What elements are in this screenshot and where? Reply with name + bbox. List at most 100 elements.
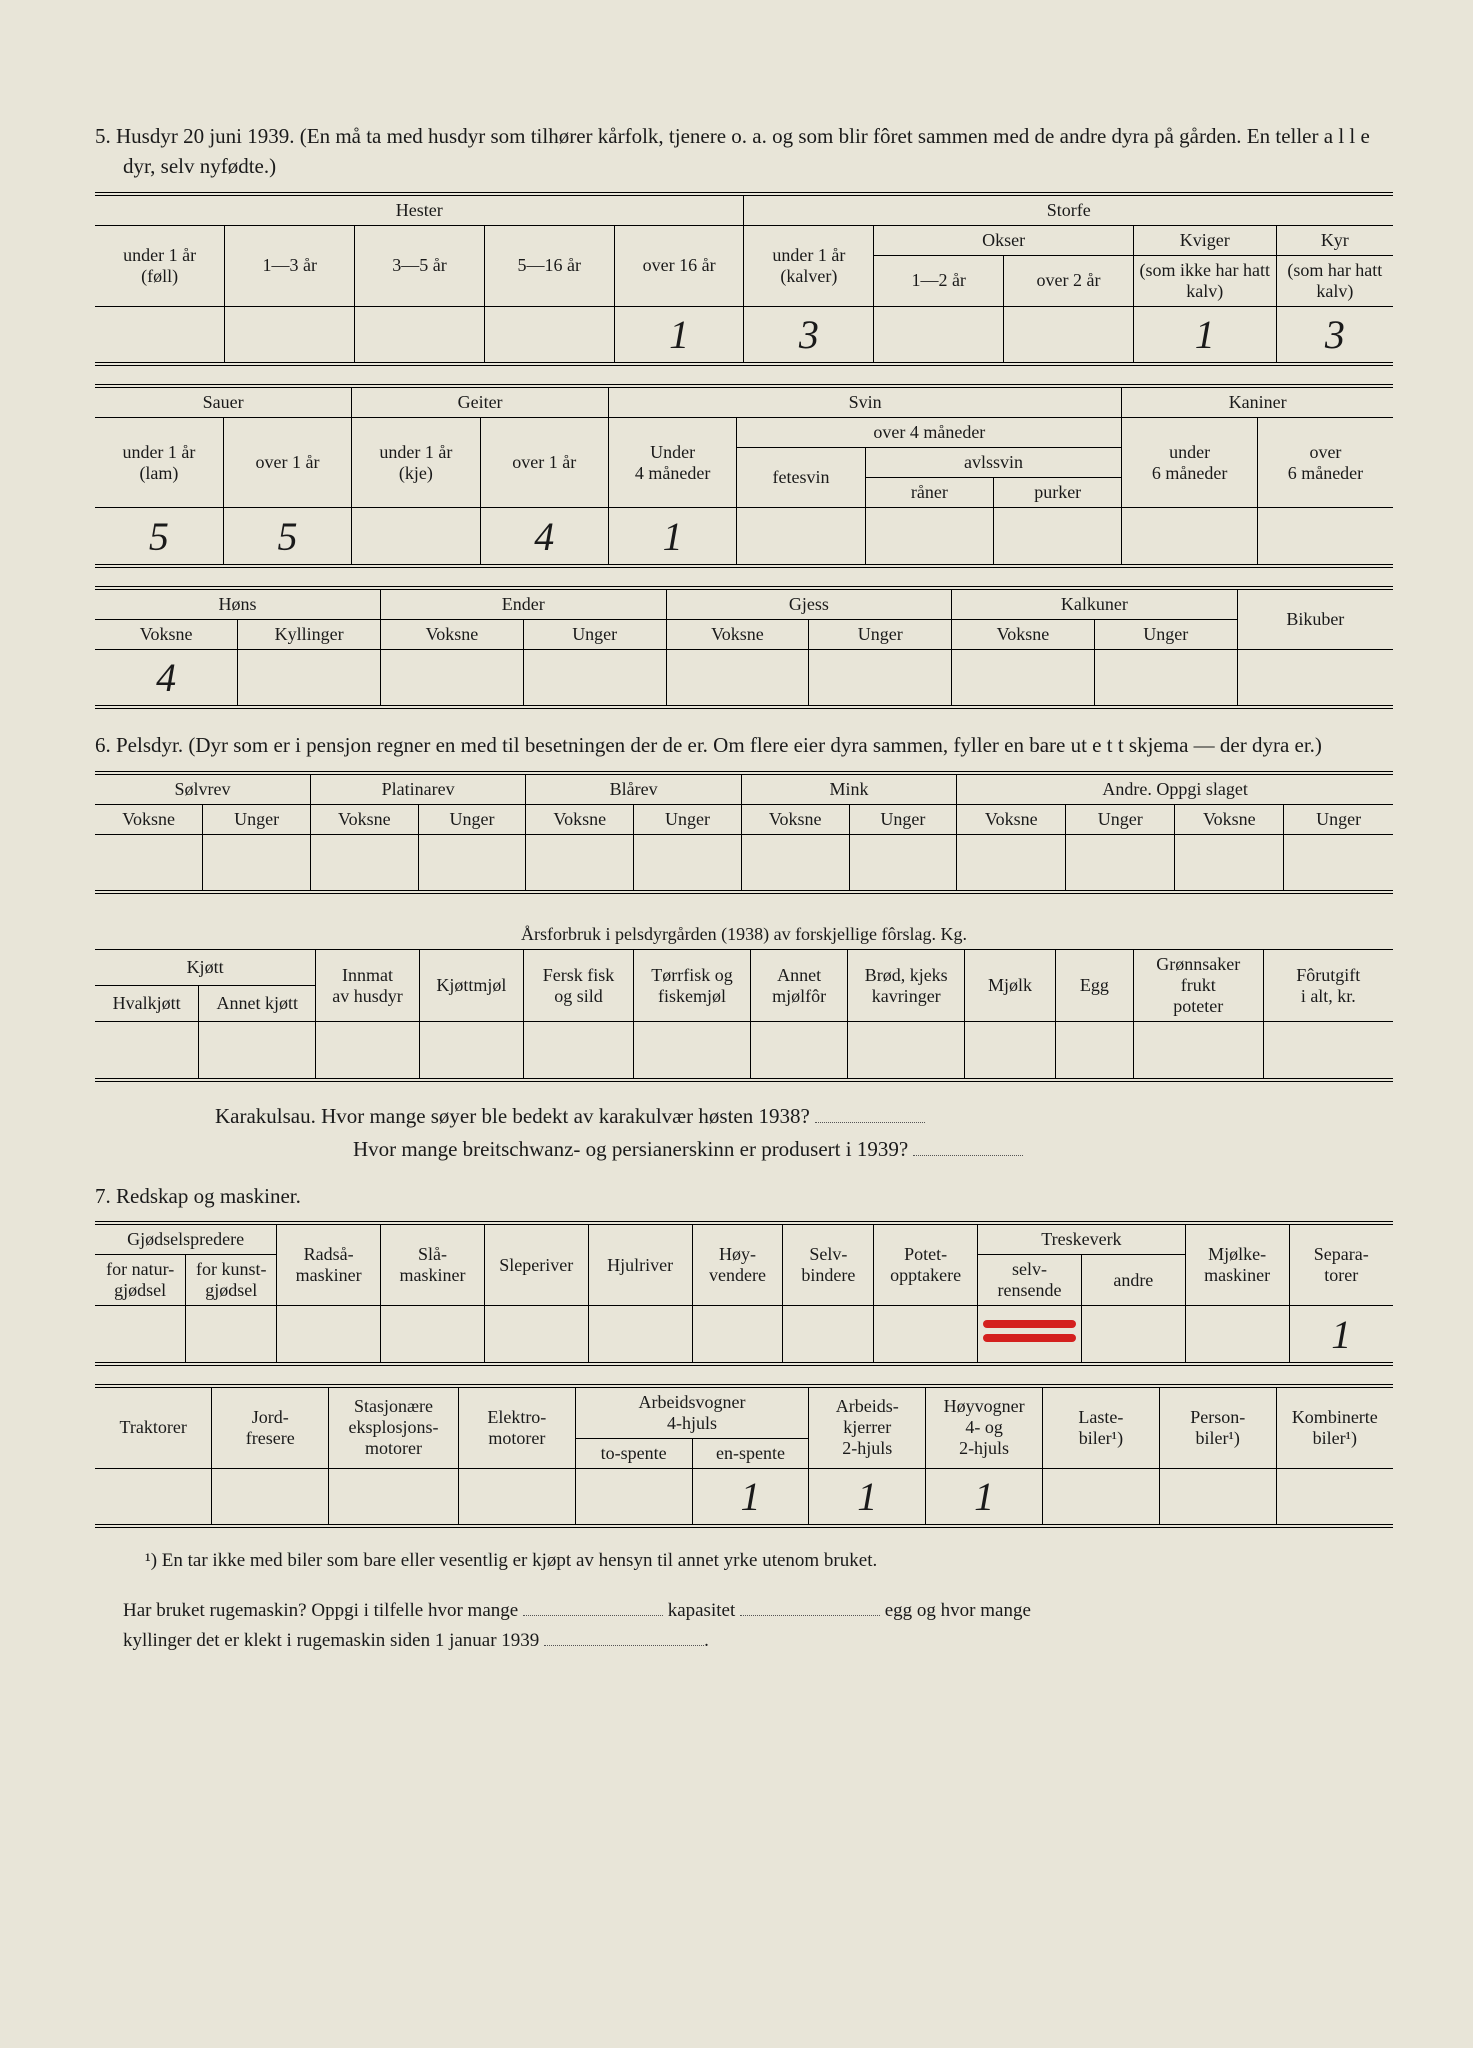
purker-val [994, 508, 1122, 564]
rb-v5: 1 [692, 1468, 809, 1524]
pd-g1: Platinarev [310, 775, 525, 805]
pd-v6 [741, 834, 849, 890]
footer-q-line2: kyllinger det er klekt i rugemaskin side… [123, 1630, 539, 1651]
af-v10 [1133, 1022, 1263, 1078]
hc-sub6: Voksne [952, 619, 1095, 649]
pd-s4: Voksne [526, 804, 634, 834]
census-form-page: 5. Husdyr 20 juni 1939. (En må ta med hu… [0, 0, 1473, 2048]
hc-sub0: Voksne [95, 619, 238, 649]
pd-v2 [310, 834, 418, 890]
ra-v1 [186, 1306, 277, 1362]
footer-q-mid2: egg og hvor mange [885, 1600, 1031, 1621]
treske-s0: selv-rensende [978, 1255, 1082, 1306]
treske-s1: andre [1081, 1255, 1185, 1306]
svin-under4: Under4 måneder [608, 418, 736, 508]
hc-val4 [666, 649, 809, 705]
ra-v6 [692, 1306, 783, 1362]
section6-number: 6. [95, 733, 111, 757]
section5-heading: 5. Husdyr 20 juni 1939. (En må ta med hu… [95, 121, 1393, 182]
af-v7 [848, 1022, 965, 1078]
ra-c1: for kunst-gjødsel [186, 1255, 277, 1306]
ra-c8: Potet-opptakere [874, 1225, 978, 1306]
ra-v2 [277, 1306, 381, 1362]
ra-v11 [1185, 1306, 1289, 1362]
af-v1 [199, 1022, 316, 1078]
ra-v8 [874, 1306, 978, 1362]
pd-g0: Sølvrev [95, 775, 310, 805]
af-v4 [523, 1022, 633, 1078]
rb-c3: Elektro-motorer [458, 1388, 575, 1469]
kaniner-col0: under6 måneder [1122, 418, 1258, 508]
pd-v0 [95, 834, 203, 890]
blank-line-icon [523, 1599, 663, 1616]
pd-g3: Mink [741, 775, 956, 805]
rb-v10 [1276, 1468, 1393, 1524]
footer-q-mid1: kapasitet [668, 1600, 736, 1621]
hc-val1 [238, 649, 381, 705]
hester-col0: under 1 år(føll) [95, 225, 225, 306]
section5-text: Husdyr 20 juni 1939. (En må ta med husdy… [116, 124, 1370, 178]
section6-heading: 6. Pelsdyr. (Dyr som er i pensjon regner… [95, 730, 1393, 760]
hc-val0: 4 [95, 649, 238, 705]
table-hester-storfe: Hester Storfe under 1 år(føll) 1—3 år 3—… [95, 192, 1393, 367]
pd-v1 [203, 834, 311, 890]
af-v8 [965, 1022, 1056, 1078]
pd-andre: Andre. Oppgi slaget [957, 775, 1393, 805]
pd-v9 [1066, 834, 1175, 890]
hester-val4: 1 [614, 306, 744, 362]
avlssvin-label: avlssvin [865, 448, 1122, 478]
af-v0 [95, 1022, 199, 1078]
arbeidsvogner-label: Arbeidsvogner4-hjuls [575, 1388, 809, 1439]
hc-sub7: Unger [1094, 619, 1237, 649]
rb-c2: Stasjonæreeksplosjons-motorer [329, 1388, 459, 1469]
ra-v5 [588, 1306, 692, 1362]
af-c10: Grønnsakerfruktpoteter [1133, 950, 1263, 1022]
hc-val7 [1094, 649, 1237, 705]
hc-val5 [809, 649, 952, 705]
hc-sub4: Voksne [666, 619, 809, 649]
kalkuner-group: Kalkuner [952, 590, 1238, 620]
sauer-group: Sauer [95, 388, 352, 418]
pd-s2: Voksne [310, 804, 418, 834]
fetesvin-val [737, 508, 865, 564]
af-v2 [316, 1022, 420, 1078]
okser-val0 [874, 306, 1004, 362]
footnote-1: ¹) En tar ikke med biler som bare eller … [95, 1546, 1393, 1576]
svin-group: Svin [608, 388, 1121, 418]
af-c2: Innmatav husdyr [316, 950, 420, 1022]
hester-col3: 5—16 år [484, 225, 614, 306]
blank-line-icon [740, 1599, 880, 1616]
arsforbruk-title: Årsforbruk i pelsdyrgården (1938) av for… [95, 912, 1393, 949]
ra-v7 [783, 1306, 874, 1362]
blank-line-icon [544, 1629, 704, 1646]
pd-v10 [1175, 834, 1284, 890]
pd-s10: Voksne [1175, 804, 1284, 834]
af-c8: Mjølk [965, 950, 1056, 1022]
section6-text: Pelsdyr. (Dyr som er i pensjon regner en… [116, 733, 1322, 757]
af-v6 [750, 1022, 847, 1078]
okser-label: Okser [874, 225, 1134, 255]
bikuber-label: Bikuber [1237, 590, 1393, 650]
geiter-val0 [352, 508, 480, 564]
karakul-q1-text: Karakulsau. Hvor mange søyer ble bedekt … [215, 1104, 810, 1128]
ra-v10 [1081, 1306, 1185, 1362]
av-s0: to-spente [575, 1438, 692, 1468]
ra-c3: Slå-maskiner [381, 1225, 485, 1306]
hester-val2 [355, 306, 485, 362]
pd-s7: Unger [849, 804, 957, 834]
pd-s8: Voksne [957, 804, 1066, 834]
ra-mjolke: Mjølke-maskiner [1185, 1225, 1289, 1306]
ra-c0: for natur-gjødsel [95, 1255, 186, 1306]
af-v3 [419, 1022, 523, 1078]
kaniner-val0 [1122, 508, 1258, 564]
footer-question: Har bruket rugemaskin? Oppgi i tilfelle … [95, 1596, 1393, 1657]
hester-val3 [484, 306, 614, 362]
ra-v3 [381, 1306, 485, 1362]
raner-label: råner [865, 478, 993, 508]
sauer-col0: under 1 år(lam) [95, 418, 223, 508]
af-c7: Brød, kjekskavringer [848, 950, 965, 1022]
rb-r3: Person-biler¹) [1159, 1388, 1276, 1469]
kaniner-group: Kaniner [1122, 388, 1393, 418]
af-v5 [634, 1022, 751, 1078]
karakul-q2: Hvor mange breitschwanz- og persianerski… [95, 1133, 1393, 1167]
